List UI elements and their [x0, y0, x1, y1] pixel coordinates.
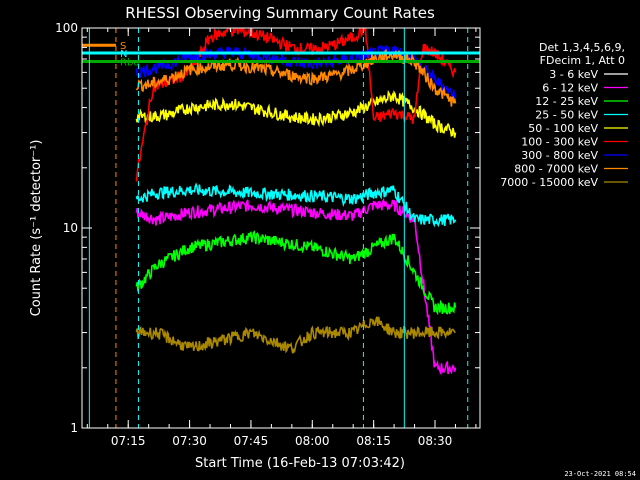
legend-label-8: 7000 - 15000 keV: [500, 176, 598, 189]
series-line-8: [135, 316, 456, 354]
legend-label-1: 6 - 12 keV: [542, 82, 598, 95]
flag-label-0: S: [120, 41, 126, 52]
x-tick-label-2: 07:45: [234, 434, 269, 448]
series-line-7: [135, 48, 457, 107]
x-tick-label-1: 07:30: [172, 434, 207, 448]
x-tick-label-5: 08:30: [418, 434, 453, 448]
y-axis-label: Count Rate (s⁻¹ detector⁻¹): [29, 140, 44, 317]
legend-label-2: 12 - 25 keV: [535, 95, 598, 108]
x-tick-label-0: 07:15: [111, 434, 146, 448]
x-tick-label-4: 08:15: [356, 434, 391, 448]
legend-label-3: 25 - 50 keV: [535, 109, 598, 122]
x-tick-label-3: 08:00: [295, 434, 330, 448]
series-line-2: [135, 230, 457, 316]
legend-label-7: 800 - 7000 keV: [514, 163, 598, 176]
x-axis-label: Start Time (16-Feb-13 07:03:42): [195, 456, 405, 471]
legend-header-line-1: Det 1,3,4,5,6,9,: [539, 41, 625, 54]
legend-label-5: 100 - 300 keV: [521, 136, 598, 149]
legend-label-0: 3 - 6 keV: [549, 68, 598, 81]
series-line-1: [135, 197, 457, 376]
chart-title: RHESSI Observing Summary Count Rates: [125, 4, 435, 22]
flag-label-2: Rbo: [120, 57, 139, 68]
series-line-4: [135, 89, 457, 138]
series-line-3: [135, 182, 457, 228]
series-line-0: [135, 268, 457, 375]
y-tick-label-1: 10: [63, 221, 78, 235]
timestamp: 23-Oct-2021 08:54: [564, 470, 636, 478]
y-tick-label-2: 100: [55, 21, 78, 35]
flag-label-1: N: [120, 49, 127, 60]
legend-label-4: 50 - 100 keV: [528, 122, 598, 135]
y-tick-label-0: 1: [70, 421, 78, 435]
legend-label-6: 300 - 800 keV: [521, 149, 598, 162]
legend-header-line-2: FDecim 1, Att 0: [540, 54, 625, 67]
